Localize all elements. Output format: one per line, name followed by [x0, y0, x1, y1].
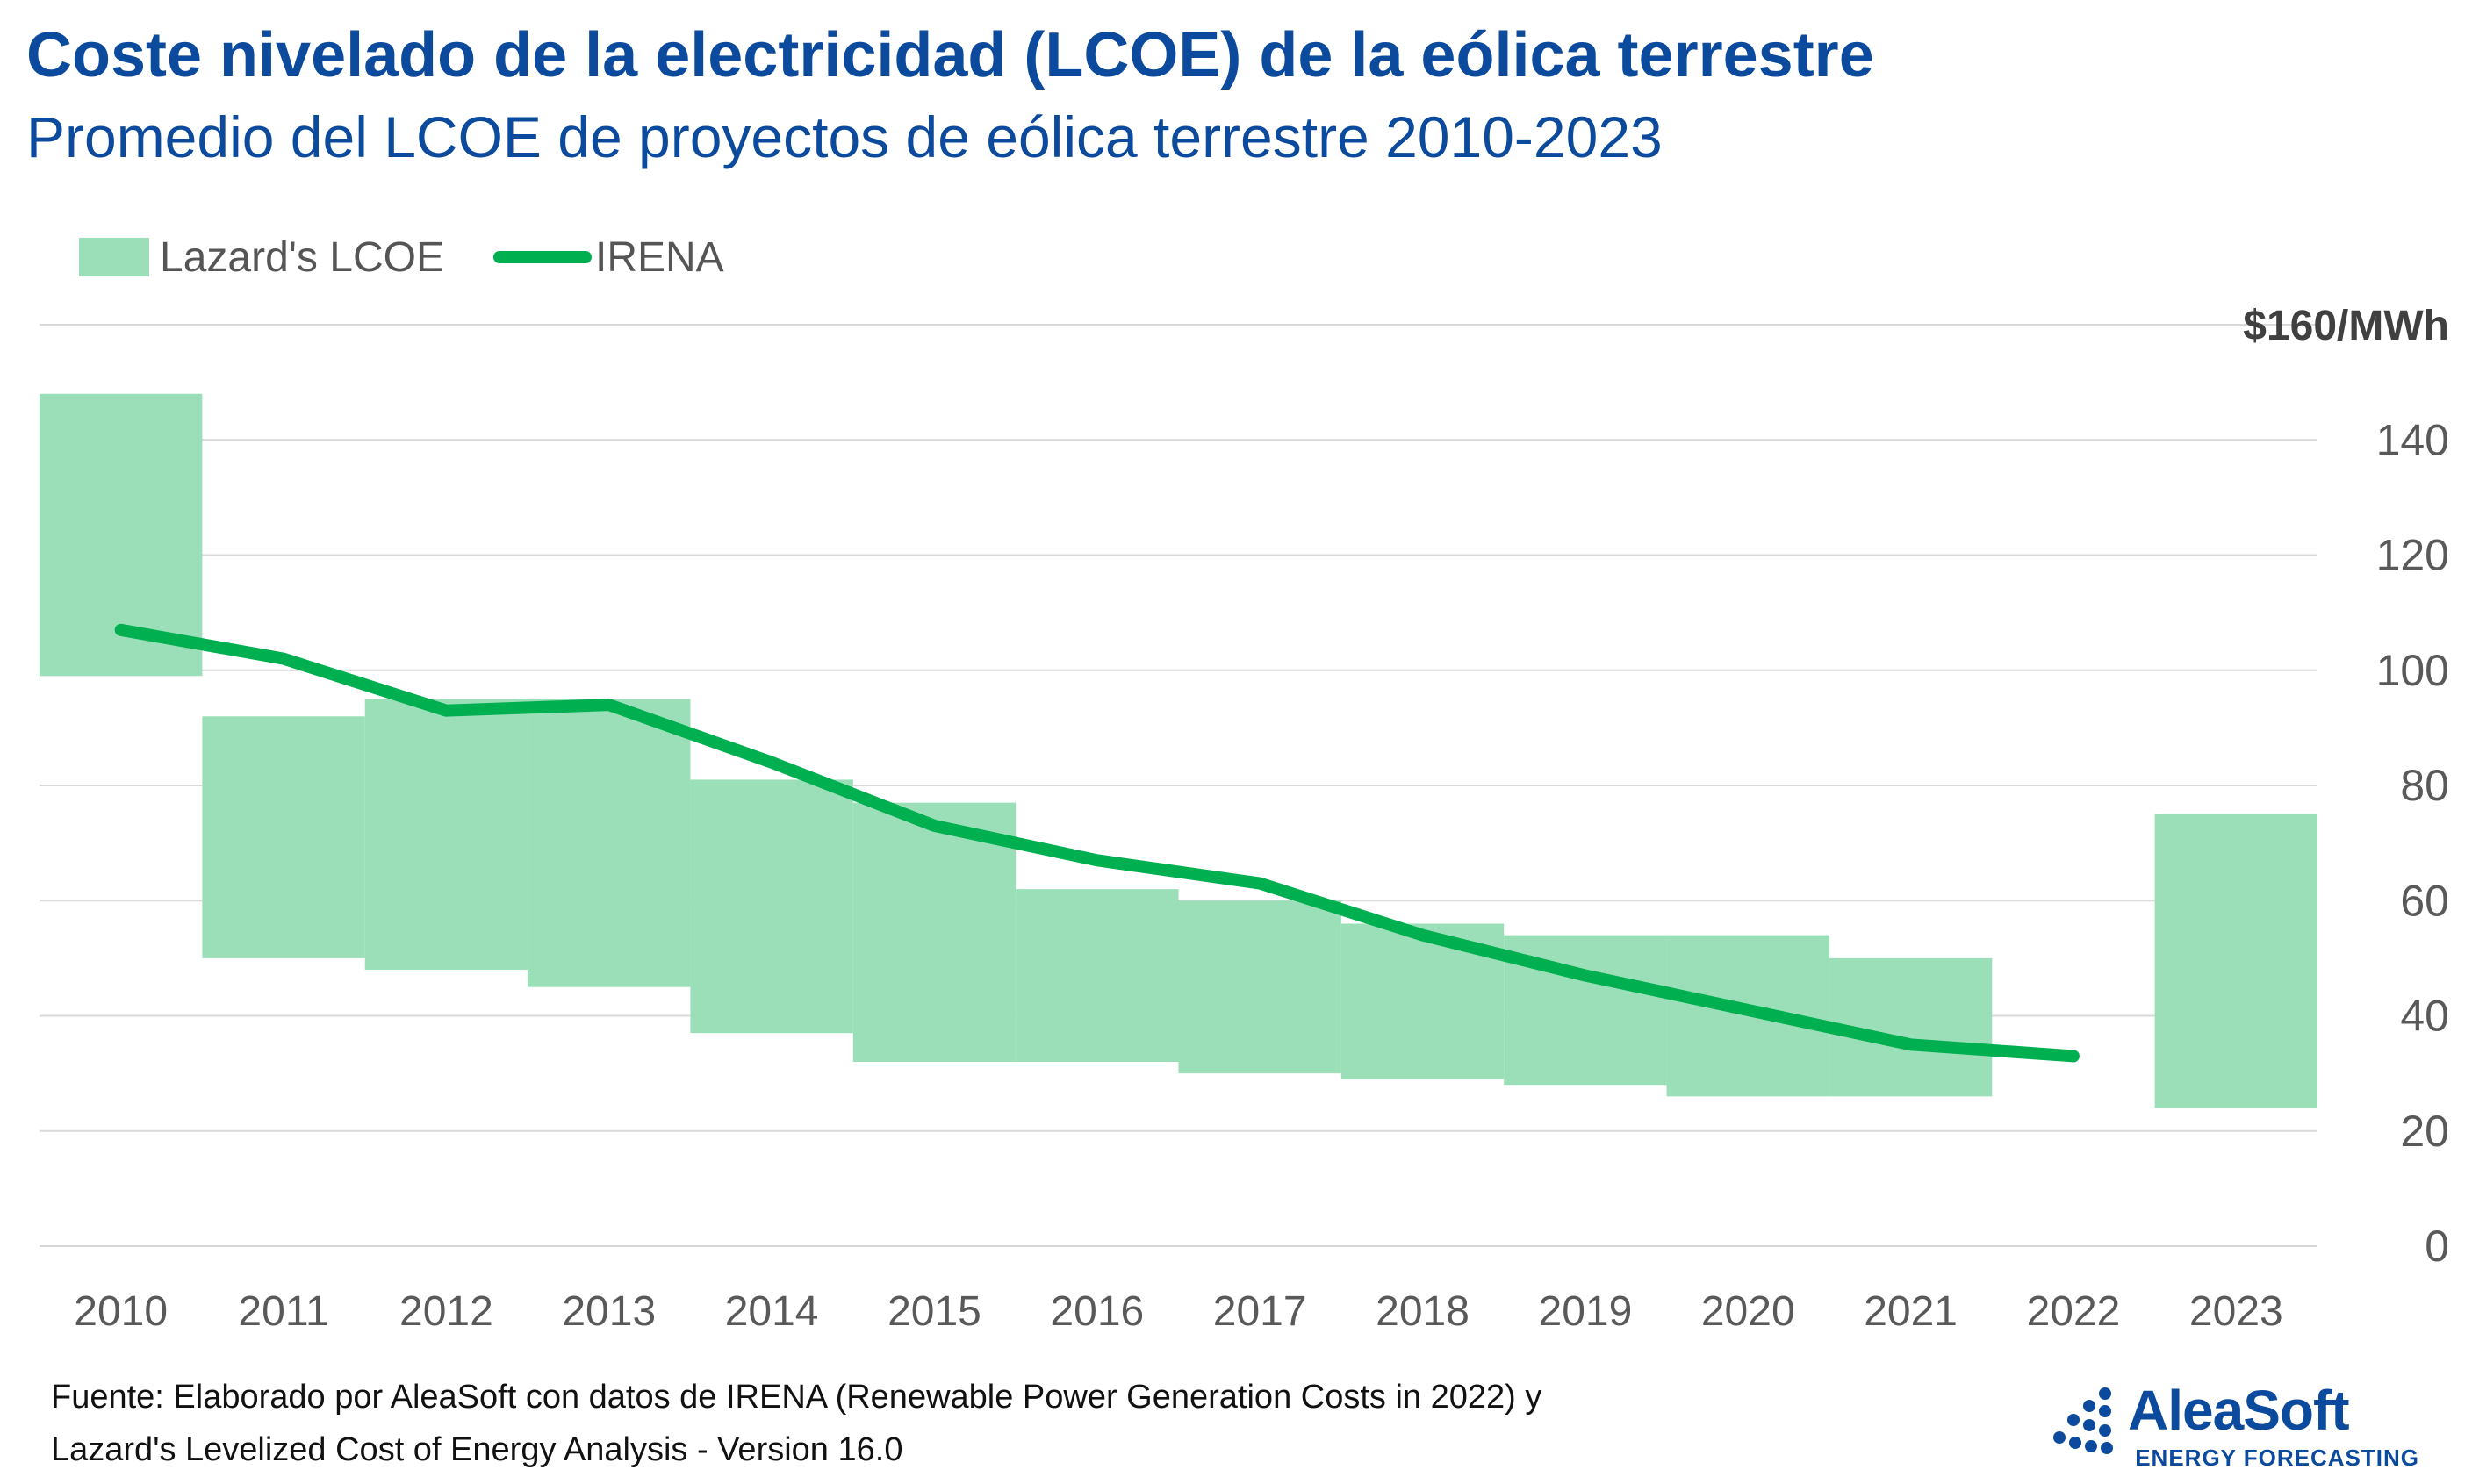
- logo-tagline: ENERGY FORECASTING: [2135, 1445, 2419, 1471]
- legend-label-irena: IRENA: [594, 233, 724, 281]
- y-tick-label: 140: [2376, 415, 2449, 464]
- chart-subtitle: Promedio del LCOE de proyectos de eólica…: [26, 104, 1663, 169]
- x-tick-label: 2017: [1213, 1288, 1307, 1335]
- x-tick-label: 2010: [74, 1288, 168, 1335]
- y-tick-label: 120: [2376, 531, 2449, 580]
- aleasoft-logo: AleaSoft ENERGY FORECASTING: [2051, 1378, 2419, 1474]
- x-tick-label: 2011: [238, 1288, 328, 1335]
- source-line-2: Lazard's Levelized Cost of Energy Analys…: [51, 1431, 903, 1468]
- x-tick-label: 2023: [2189, 1288, 2283, 1335]
- x-tick-label: 2015: [887, 1288, 981, 1335]
- chart-title: Coste nivelado de la electricidad (LCOE)…: [26, 20, 1874, 90]
- y-tick-label: 20: [2400, 1107, 2449, 1156]
- legend: Lazard's LCOE IRENA: [79, 226, 724, 288]
- lazard-range-bar: [2154, 814, 2318, 1108]
- logo-wordmark: AleaSoft: [2128, 1379, 2350, 1442]
- x-tick-label: 2012: [399, 1288, 493, 1335]
- lazard-range-bar: [528, 699, 691, 987]
- x-tick-label: 2022: [2027, 1288, 2121, 1335]
- lazard-range-bar: [1016, 889, 1179, 1062]
- logo-dots-icon: [2053, 1387, 2113, 1454]
- legend-label-lazard: Lazard's LCOE: [160, 233, 444, 281]
- lazard-range-bar: [202, 716, 365, 958]
- y-tick-label: 60: [2400, 876, 2449, 925]
- lazard-range-bar: [364, 699, 528, 970]
- lazard-range-bar: [690, 779, 853, 1034]
- y-tick-label: 100: [2376, 646, 2449, 695]
- irena-line: [114, 623, 2080, 1063]
- legend-swatch-lazard: [79, 238, 149, 276]
- y-tick-label: 40: [2400, 992, 2449, 1041]
- legend-swatch-irena: [492, 251, 592, 263]
- x-tick-label: 2016: [1050, 1288, 1144, 1335]
- y-tick-label: $160/MWh: [2243, 303, 2449, 349]
- source-note: Fuente: Elaborado por AleaSoft con datos…: [51, 1371, 1541, 1476]
- x-tick-label: 2013: [562, 1288, 656, 1335]
- x-tick-label: 2018: [1376, 1288, 1470, 1335]
- lazard-range-bar: [1178, 900, 1341, 1074]
- y-axis-ticks: 0 20 40 60 80 100 120 140 $160/MWh: [2243, 303, 2449, 1271]
- lazard-range-bars: [40, 393, 2318, 1108]
- x-tick-label: 2019: [1539, 1288, 1633, 1335]
- x-tick-label: 2014: [725, 1288, 819, 1335]
- irena-line-series: [114, 623, 2080, 1063]
- y-tick-label: 0: [2425, 1222, 2449, 1271]
- x-tick-label: 2021: [1864, 1288, 1958, 1335]
- x-axis-ticks: 2010 2011 2012 2013 2014 2015 2016 2017 2018 2019…: [74, 1288, 2282, 1335]
- lazard-range-bar: [852, 802, 1017, 1062]
- x-tick-label: 2020: [1701, 1288, 1795, 1335]
- y-tick-label: 80: [2400, 761, 2449, 810]
- source-line-1: Fuente: Elaborado por AleaSoft con datos…: [51, 1379, 1542, 1416]
